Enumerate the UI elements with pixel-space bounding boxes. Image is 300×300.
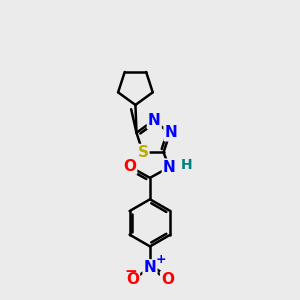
Text: O: O — [126, 272, 139, 287]
Text: N: N — [165, 125, 177, 140]
Text: S: S — [137, 145, 148, 160]
Text: N: N — [148, 113, 161, 128]
Text: N: N — [163, 160, 176, 175]
Text: O: O — [123, 159, 136, 174]
Text: O: O — [161, 272, 174, 287]
Text: N: N — [144, 260, 156, 275]
Text: −: − — [124, 264, 137, 279]
Text: H: H — [181, 158, 193, 172]
Text: +: + — [156, 253, 166, 266]
